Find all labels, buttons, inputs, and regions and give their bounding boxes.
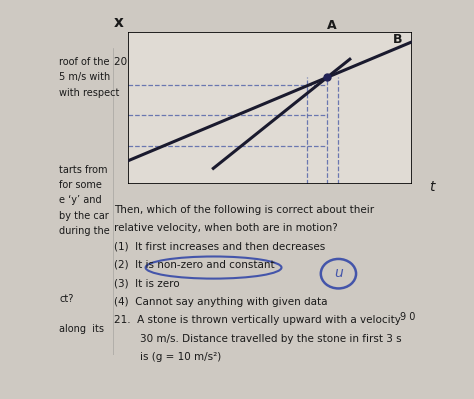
Text: (1)  It first increases and then decreases: (1) It first increases and then decrease… — [114, 241, 326, 251]
Text: 5 m/s with: 5 m/s with — [59, 73, 110, 83]
Text: tarts from: tarts from — [59, 165, 108, 175]
Text: 20.  Figure below shows the position-time (x − t): 20. Figure below shows the position-time… — [114, 57, 368, 67]
Text: (4)  Cannot say anything with given data: (4) Cannot say anything with given data — [114, 297, 328, 307]
Text: 21.  A stone is thrown vertically upward with a velocity: 21. A stone is thrown vertically upward … — [114, 315, 401, 325]
Text: (2)  It is non-zero and constant: (2) It is non-zero and constant — [114, 260, 275, 270]
Text: is (g = 10 m/s²): is (g = 10 m/s²) — [140, 352, 221, 362]
Text: graph of two particles.: graph of two particles. — [140, 73, 278, 83]
Text: Then, which of the following is correct about their: Then, which of the following is correct … — [114, 205, 374, 215]
Text: 9 0: 9 0 — [400, 312, 416, 322]
Text: relative velocity, when both are in motion?: relative velocity, when both are in moti… — [114, 223, 338, 233]
Text: e ‘y’ and: e ‘y’ and — [59, 196, 102, 205]
Text: roof of the: roof of the — [59, 57, 110, 67]
Text: during the: during the — [59, 226, 110, 236]
Text: x: x — [114, 16, 124, 30]
Text: B: B — [392, 33, 402, 45]
Text: with respect: with respect — [59, 88, 119, 98]
Text: by the car: by the car — [59, 211, 109, 221]
Text: 30 m/s. Distance travelled by the stone in first 3 s: 30 m/s. Distance travelled by the stone … — [140, 334, 401, 344]
Text: t: t — [429, 180, 435, 194]
Text: along  its: along its — [59, 324, 104, 334]
Text: (3)  It is zero: (3) It is zero — [114, 279, 180, 288]
Text: A: A — [327, 19, 337, 32]
Text: u: u — [334, 266, 343, 280]
Text: ct?: ct? — [59, 294, 73, 304]
Text: for some: for some — [59, 180, 102, 190]
